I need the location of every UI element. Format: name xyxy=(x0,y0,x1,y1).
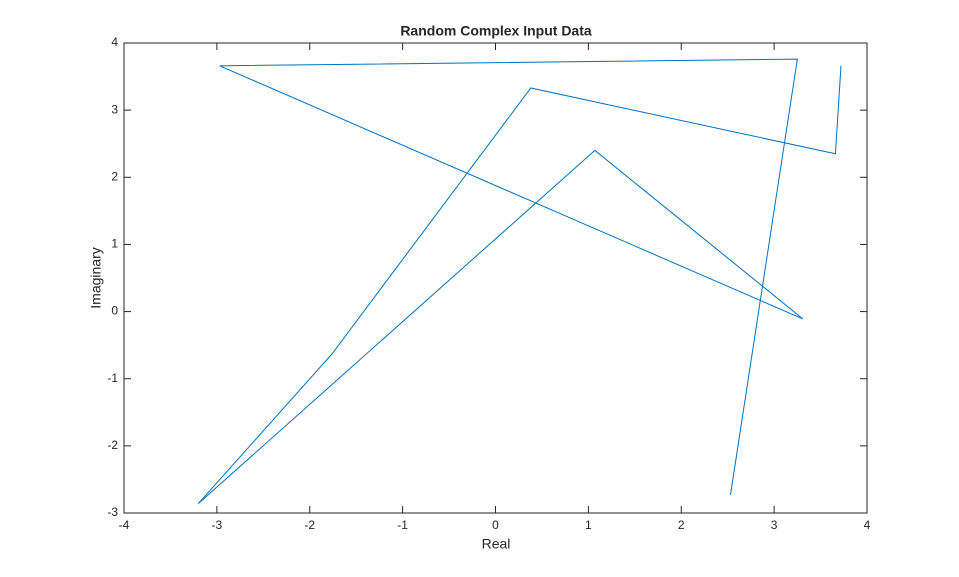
x-tick-label: 1 xyxy=(585,518,592,532)
y-tick-label: 0 xyxy=(111,304,118,318)
y-tick-label: -3 xyxy=(107,505,118,519)
x-tick-label: -3 xyxy=(212,518,223,532)
y-tick-label: 2 xyxy=(111,169,118,183)
x-tick-label: 0 xyxy=(492,518,499,532)
y-tick-label: 3 xyxy=(111,102,118,116)
y-tick-label: 1 xyxy=(111,237,118,251)
data-line xyxy=(197,58,842,504)
x-tick-label: 3 xyxy=(771,518,778,532)
y-tick-label: -2 xyxy=(107,438,118,452)
x-axis-label: Real xyxy=(482,536,511,552)
x-tick-label: 2 xyxy=(678,518,685,532)
y-axis-label: Imaginary xyxy=(88,247,104,308)
x-tick-label: -2 xyxy=(304,518,315,532)
y-tick-label: 4 xyxy=(111,35,118,49)
axes-box xyxy=(123,42,868,514)
x-tick-label: -1 xyxy=(397,518,408,532)
x-tick-label: -4 xyxy=(119,518,130,532)
x-tick-label: 4 xyxy=(864,518,871,532)
y-tick-label: -1 xyxy=(107,371,118,385)
chart-title: Random Complex Input Data xyxy=(400,23,592,39)
